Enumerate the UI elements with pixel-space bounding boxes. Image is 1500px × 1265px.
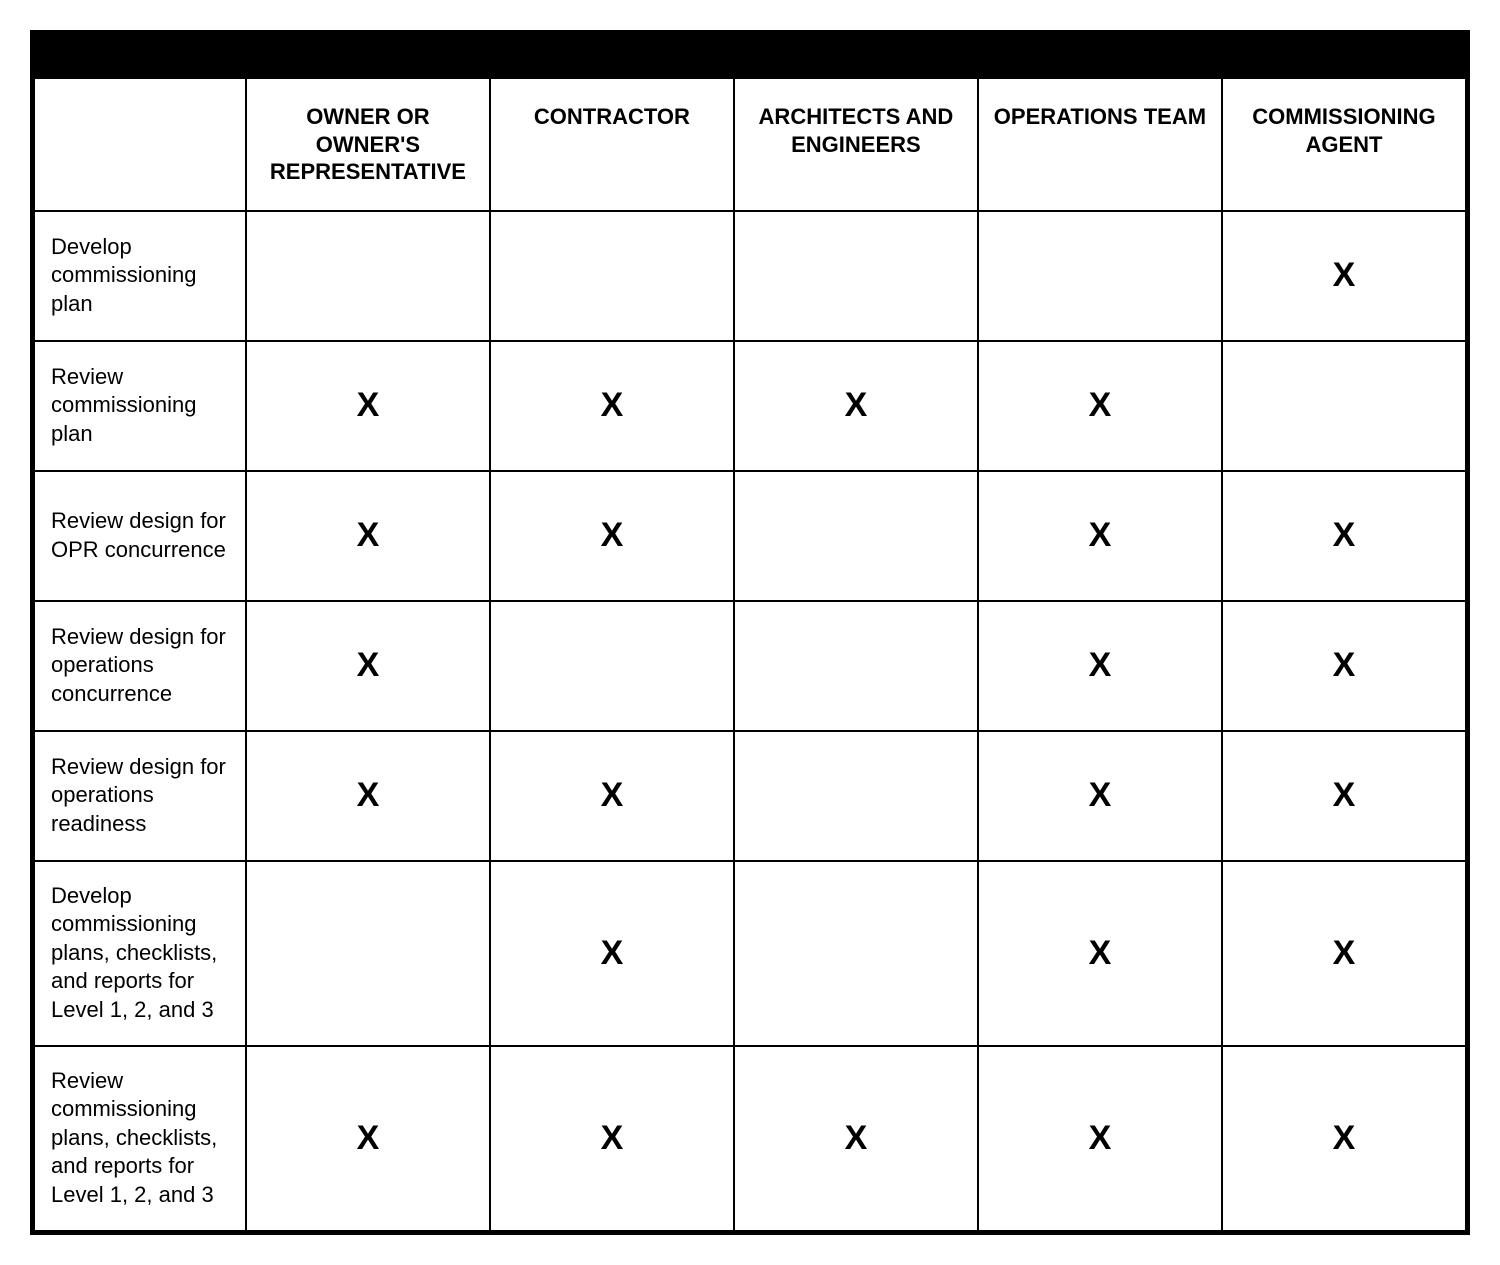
table-row: Review commissioning plans, checklists, … <box>34 1046 1466 1231</box>
row-label: Review design for OPR concurrence <box>34 471 246 601</box>
header-empty <box>34 79 246 211</box>
table-row: Review commissioning plan X X X X <box>34 341 1466 471</box>
cell: X <box>734 1046 978 1231</box>
cell <box>490 601 734 731</box>
responsibility-matrix-table: OWNER OR OWNER'S REPRESENTATIVE CONTRACT… <box>30 30 1470 1235</box>
cell: X <box>978 471 1222 601</box>
row-label: Develop commissioning plans, checklists,… <box>34 861 246 1046</box>
cell <box>734 861 978 1046</box>
table-row: Review design for operations concurrence… <box>34 601 1466 731</box>
col-header-architects: ARCHITECTS AND ENGINEERS <box>734 79 978 211</box>
cell <box>734 471 978 601</box>
table-row: Develop commissioning plan X <box>34 211 1466 341</box>
cell: X <box>246 1046 490 1231</box>
cell: X <box>978 731 1222 861</box>
table-body: Develop commissioning plan X Review comm… <box>34 211 1466 1231</box>
row-label: Review design for operations readiness <box>34 731 246 861</box>
cell: X <box>1222 1046 1466 1231</box>
cell: X <box>246 471 490 601</box>
cell: X <box>246 731 490 861</box>
cell: X <box>490 1046 734 1231</box>
cell <box>1222 341 1466 471</box>
cell: X <box>1222 601 1466 731</box>
cell: X <box>490 861 734 1046</box>
cell <box>978 211 1222 341</box>
table-row: Develop commissioning plans, checklists,… <box>34 861 1466 1046</box>
header-row: OWNER OR OWNER'S REPRESENTATIVE CONTRACT… <box>34 79 1466 211</box>
cell: X <box>978 341 1222 471</box>
cell: X <box>734 341 978 471</box>
cell <box>734 211 978 341</box>
cell <box>490 211 734 341</box>
table-row: Review design for operations readiness X… <box>34 731 1466 861</box>
cell: X <box>1222 861 1466 1046</box>
cell: X <box>490 341 734 471</box>
cell: X <box>978 601 1222 731</box>
cell: X <box>246 601 490 731</box>
table-header-bar <box>33 33 1467 79</box>
cell: X <box>246 341 490 471</box>
cell: X <box>1222 731 1466 861</box>
matrix-table: OWNER OR OWNER'S REPRESENTATIVE CONTRACT… <box>33 79 1467 1232</box>
row-label: Review commissioning plan <box>34 341 246 471</box>
cell <box>246 211 490 341</box>
cell: X <box>1222 211 1466 341</box>
row-label: Review design for operations concurrence <box>34 601 246 731</box>
col-header-operations: OPERATIONS TEAM <box>978 79 1222 211</box>
table-row: Review design for OPR concurrence X X X … <box>34 471 1466 601</box>
cell <box>734 731 978 861</box>
cell: X <box>490 471 734 601</box>
cell: X <box>1222 471 1466 601</box>
cell <box>734 601 978 731</box>
row-label: Develop commissioning plan <box>34 211 246 341</box>
col-header-commissioning: COMMISSIONING AGENT <box>1222 79 1466 211</box>
cell <box>246 861 490 1046</box>
cell: X <box>490 731 734 861</box>
col-header-contractor: CONTRACTOR <box>490 79 734 211</box>
cell: X <box>978 861 1222 1046</box>
col-header-owner: OWNER OR OWNER'S REPRESENTATIVE <box>246 79 490 211</box>
row-label: Review commissioning plans, checklists, … <box>34 1046 246 1231</box>
cell: X <box>978 1046 1222 1231</box>
